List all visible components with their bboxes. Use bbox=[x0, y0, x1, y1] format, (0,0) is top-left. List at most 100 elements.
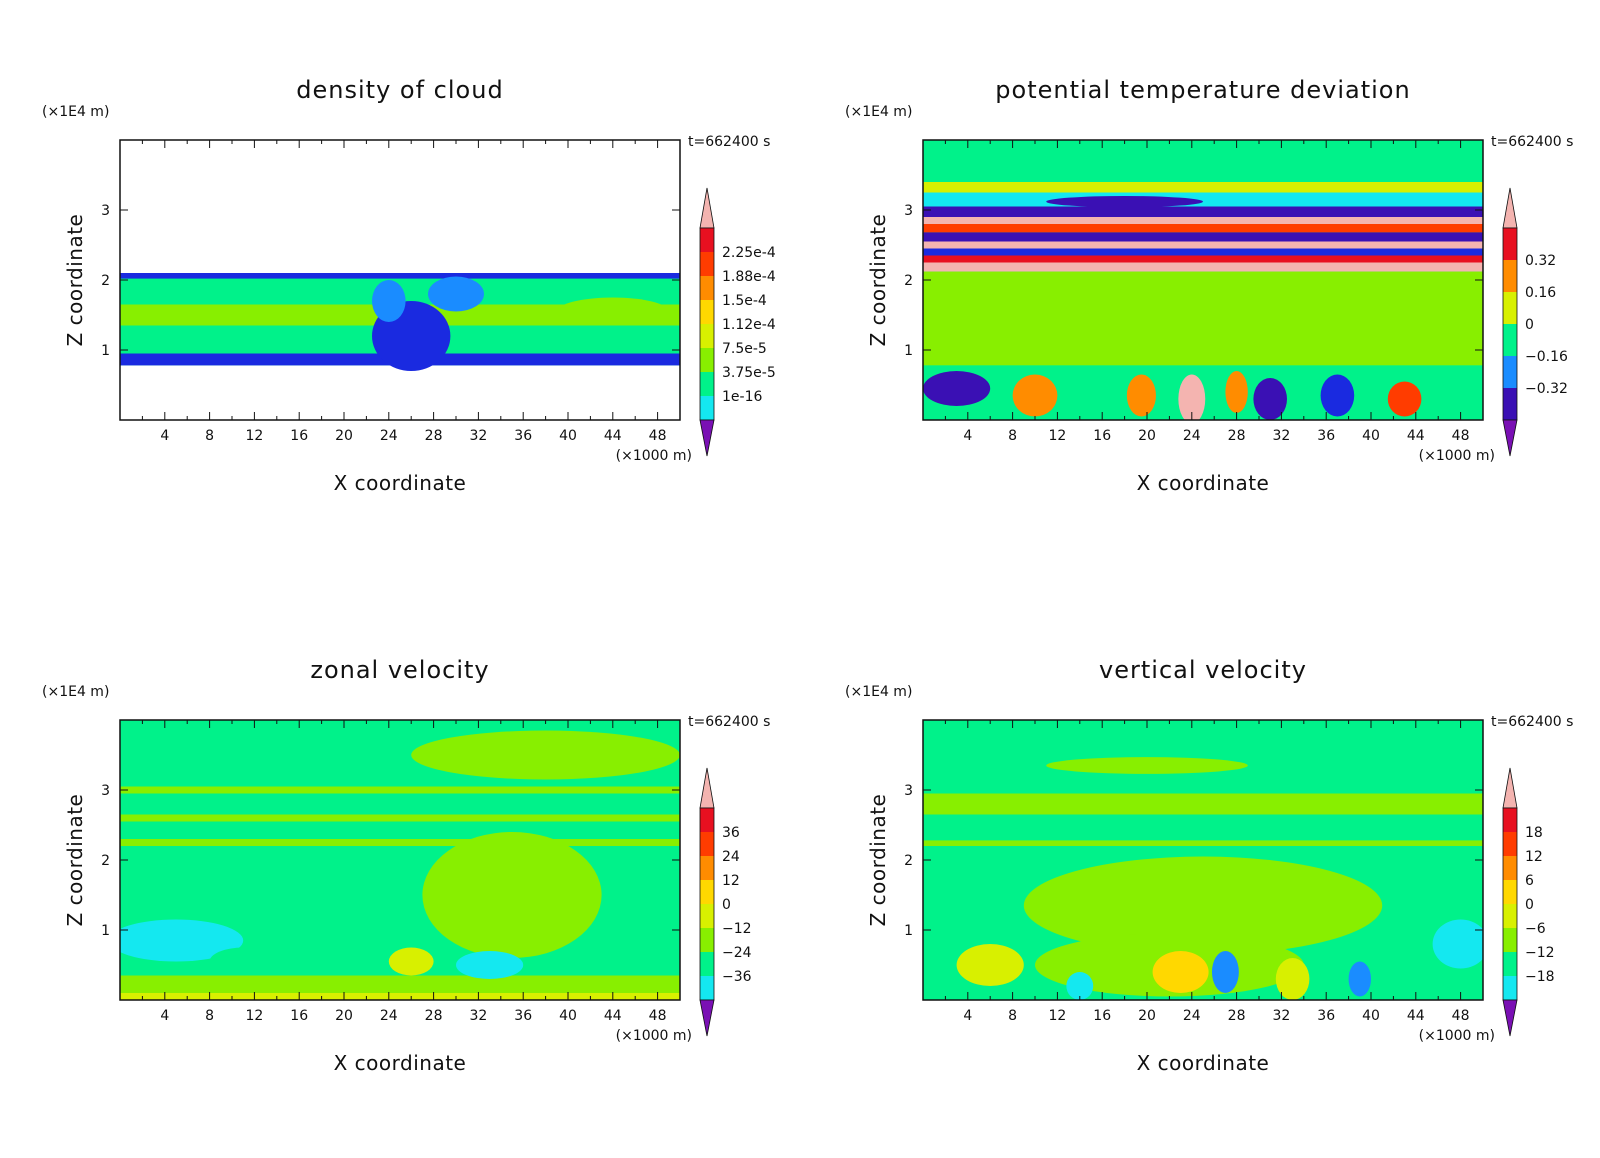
contour-field bbox=[923, 720, 1483, 1000]
colorbar-max-arrow bbox=[1502, 187, 1518, 229]
contour-band-11 bbox=[923, 271, 1483, 366]
colorbar: 2.25e-4 1.88e-4 1.5e-4 1.12e-4 7.5e-5 3.75e-5… bbox=[699, 187, 776, 457]
colorbar-segment bbox=[700, 276, 714, 300]
colorbar-level-label: 12 bbox=[1525, 849, 1543, 865]
colorbar-level-label: 12 bbox=[722, 873, 740, 889]
y-tick-label: 2 bbox=[904, 853, 913, 869]
contour-cell-4 bbox=[956, 944, 1024, 986]
x-tick-label: 28 bbox=[425, 1008, 443, 1024]
colorbar-segment bbox=[700, 952, 714, 976]
colorbar-segment bbox=[700, 808, 714, 832]
contour-cell-5 bbox=[1066, 972, 1094, 1000]
x-tick-label: 8 bbox=[205, 428, 214, 444]
contour-cell-3 bbox=[428, 276, 484, 312]
colorbar-max-arrow bbox=[1502, 767, 1518, 809]
contour-cell-5 bbox=[388, 947, 434, 976]
colorbar-segment bbox=[700, 832, 714, 856]
chart-title: density of cloud bbox=[296, 76, 503, 104]
x-tick-label: 4 bbox=[963, 428, 972, 444]
contour-cell-6 bbox=[456, 951, 524, 979]
contour-band-6 bbox=[923, 232, 1483, 242]
x-tick-label: 36 bbox=[1317, 1008, 1335, 1024]
x-tick-label: 4 bbox=[160, 1008, 169, 1024]
x-tick-label: 48 bbox=[1452, 1008, 1470, 1024]
colorbar-segment bbox=[700, 928, 714, 952]
colorbar-segment bbox=[1503, 292, 1517, 324]
contour-cell-5 bbox=[1178, 374, 1206, 420]
x-tick-label: 40 bbox=[1362, 1008, 1380, 1024]
colorbar-segment bbox=[700, 252, 714, 276]
colorbar-level-label: −36 bbox=[722, 969, 752, 985]
contour-cell-7 bbox=[1253, 378, 1287, 420]
x-tick-label: 32 bbox=[1272, 1008, 1290, 1024]
colorbar-segment bbox=[1503, 952, 1517, 976]
x-tick-label: 44 bbox=[1407, 1008, 1425, 1024]
colorbar-level-label: 6 bbox=[1525, 873, 1534, 889]
y-unit-label: (×1E4 m) bbox=[845, 684, 912, 700]
contour-band-10 bbox=[923, 262, 1483, 272]
time-label: t=662400 s bbox=[1491, 134, 1573, 150]
contour-cell-2 bbox=[923, 371, 991, 406]
colorbar-segment bbox=[700, 228, 714, 252]
colorbar-level-label: −12 bbox=[722, 921, 752, 937]
x-tick-label: 16 bbox=[290, 428, 308, 444]
x-unit-label: (×1000 m) bbox=[616, 448, 692, 464]
x-tick-label: 32 bbox=[469, 1008, 487, 1024]
contour-cell-2 bbox=[372, 280, 406, 322]
x-tick-label: 8 bbox=[205, 1008, 214, 1024]
colorbar: 36 24 12 0 −12 −24 −36 bbox=[699, 767, 752, 1037]
contour-field bbox=[120, 720, 680, 1000]
x-tick-label: 28 bbox=[425, 428, 443, 444]
x-tick-label: 20 bbox=[335, 1008, 353, 1024]
x-tick-label: 32 bbox=[469, 428, 487, 444]
chart-title: zonal velocity bbox=[310, 656, 489, 684]
x-tick-label: 24 bbox=[1183, 428, 1201, 444]
x-unit-label: (×1000 m) bbox=[616, 1028, 692, 1044]
x-unit-label: (×1000 m) bbox=[1419, 448, 1495, 464]
contour-cell-8 bbox=[1275, 958, 1310, 1000]
x-tick-label: 20 bbox=[1138, 1008, 1156, 1024]
colorbar-level-label: 0 bbox=[1525, 317, 1534, 333]
colorbar-max-arrow bbox=[699, 187, 715, 229]
contour-band-4 bbox=[923, 217, 1483, 224]
y-tick-label: 1 bbox=[904, 923, 913, 939]
colorbar-segment bbox=[1503, 808, 1517, 832]
colorbar-segment bbox=[700, 300, 714, 324]
time-label: t=662400 s bbox=[1491, 714, 1573, 730]
colorbar-segment bbox=[1503, 928, 1517, 952]
x-tick-label: 12 bbox=[245, 1008, 263, 1024]
colorbar-segment bbox=[700, 324, 714, 348]
y-tick-label: 1 bbox=[904, 343, 913, 359]
colorbar-level-label: 0 bbox=[1525, 897, 1534, 913]
contour-band-2 bbox=[923, 192, 1483, 207]
colorbar-level-label: 3.75e-5 bbox=[722, 365, 776, 381]
time-label: t=662400 s bbox=[688, 714, 770, 730]
colorbar-level-label: 36 bbox=[722, 825, 740, 841]
colorbar-level-label: 7.5e-5 bbox=[722, 341, 767, 357]
contour-cell-4 bbox=[556, 297, 669, 326]
colorbar-level-label: 2.25e-4 bbox=[722, 245, 776, 261]
colorbar-segment bbox=[1503, 976, 1517, 1000]
contour-field bbox=[923, 140, 1483, 420]
contour-cell-8 bbox=[1320, 374, 1355, 417]
contour-band-3 bbox=[120, 839, 680, 846]
contour-cell-7 bbox=[1211, 951, 1239, 993]
y-tick-label: 2 bbox=[904, 273, 913, 289]
colorbar-level-label: −0.32 bbox=[1525, 381, 1568, 397]
contour-band-4 bbox=[120, 975, 680, 993]
colorbar-segment bbox=[1503, 880, 1517, 904]
colorbar-level-label: −0.16 bbox=[1525, 349, 1568, 365]
contour-band-5 bbox=[120, 993, 680, 1000]
y-tick-label: 2 bbox=[101, 853, 110, 869]
chart-title: potential temperature deviation bbox=[995, 76, 1410, 104]
contour-cell-9 bbox=[1387, 381, 1422, 417]
x-tick-label: 36 bbox=[1317, 428, 1335, 444]
x-tick-label: 4 bbox=[963, 1008, 972, 1024]
x-tick-label: 20 bbox=[1138, 428, 1156, 444]
x-tick-label: 4 bbox=[160, 428, 169, 444]
colorbar-level-label: 0.32 bbox=[1525, 253, 1556, 269]
contour-band-9 bbox=[923, 255, 1483, 263]
